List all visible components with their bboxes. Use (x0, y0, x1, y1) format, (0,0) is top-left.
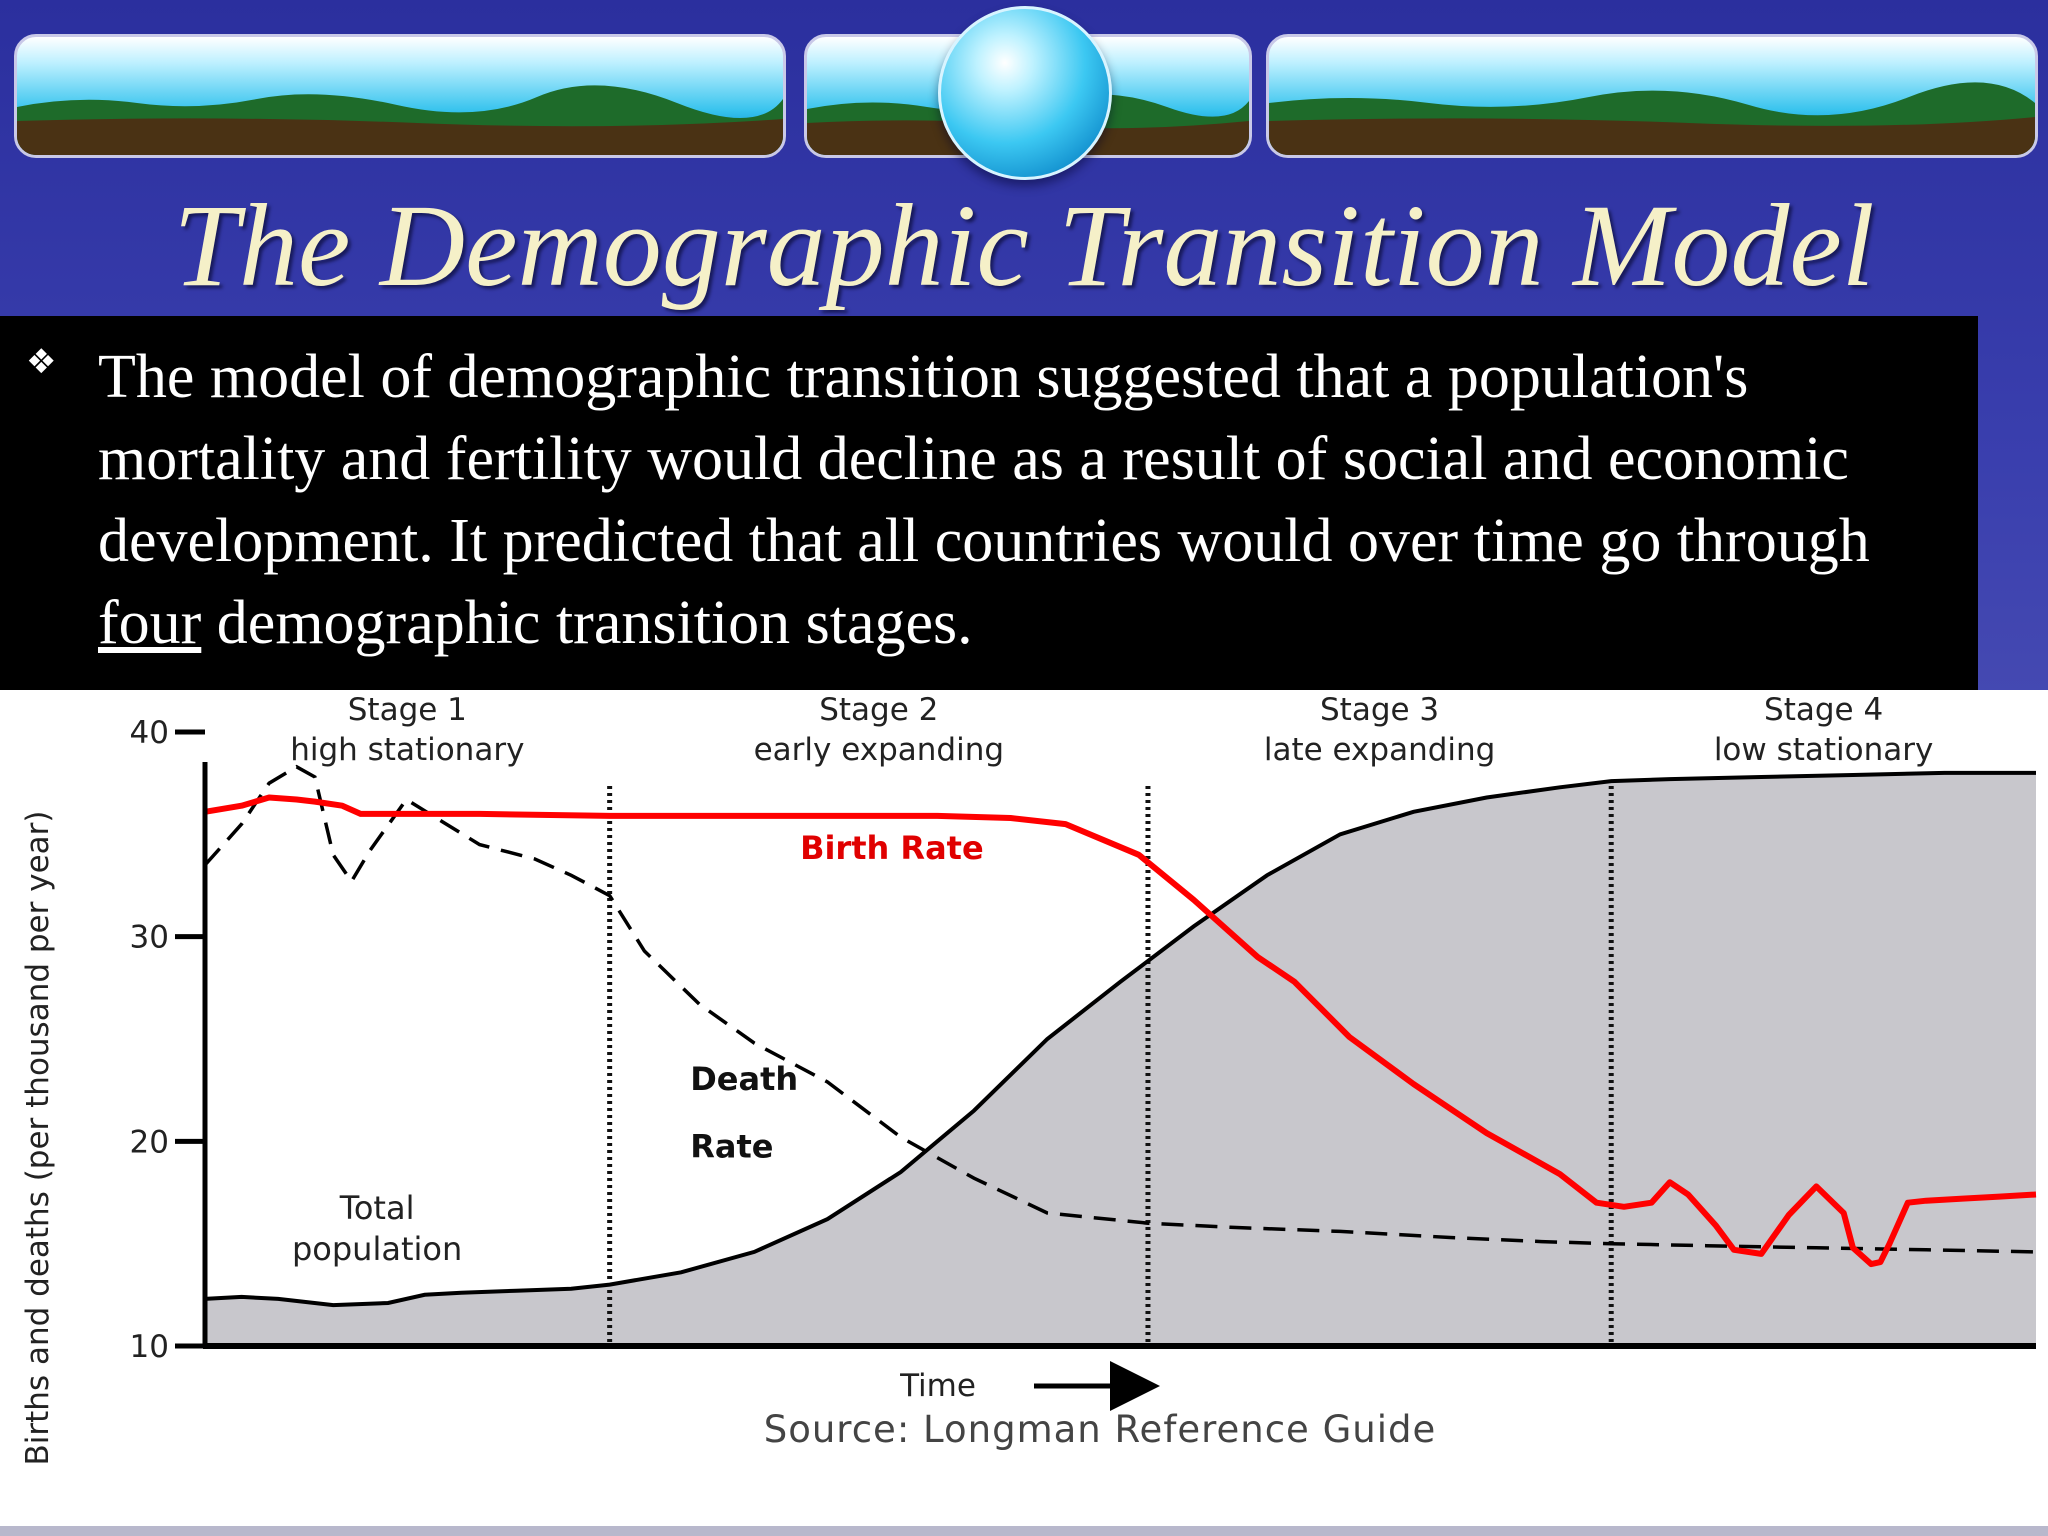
x-axis-label: Time (899, 1368, 976, 1404)
death-rate-line (203, 764, 2037, 1254)
bullet-text-start: The model of demographic transition sugg… (98, 343, 1870, 575)
population-label-2: population (292, 1230, 462, 1268)
birth-rate-line (204, 794, 2037, 1268)
y-tick-label: 20 (130, 1124, 169, 1160)
demographic-transition-chart: 10 20 30 40 Stage 1 high stationary Stage 2 ea… (20, 692, 2037, 1466)
chart-source: Source: Longman Reference Guide (764, 1408, 1437, 1451)
stage-3-subtitle: late expanding (1264, 732, 1496, 768)
bullet-emphasis: four (98, 589, 202, 657)
stage-4-subtitle: low stationary (1714, 732, 1934, 768)
stage-4-title: Stage 4 (1764, 692, 1883, 728)
bullet-diamond-icon: ❖ (26, 342, 57, 382)
population-label-1: Total (339, 1189, 415, 1227)
landscape-banner-left (14, 34, 786, 158)
bottom-divider (0, 1526, 2048, 1536)
slide-title: The Demographic Transition Model (173, 180, 1875, 311)
y-tick-label: 10 (130, 1329, 169, 1365)
stage-2-title: Stage 2 (819, 692, 938, 728)
population-line (204, 770, 2036, 1308)
y-tick-label: 30 (130, 920, 169, 956)
y-axis-label: Births and deaths (per thousand per year… (20, 811, 56, 1466)
stage-3-title: Stage 3 (1320, 692, 1439, 728)
chart-panel: 10 20 30 40 Stage 1 high stationary Stage 2 ea… (0, 690, 2048, 1526)
text-box (0, 316, 1978, 690)
bullet-paragraph: The model of demographic transition sugg… (98, 336, 1968, 664)
death-rate-label-1: Death (690, 1060, 798, 1098)
death-rate-label-2: Rate (690, 1128, 773, 1166)
stage-2-subtitle: early expanding (754, 732, 1004, 768)
y-tick-label: 40 (130, 715, 169, 751)
landscape-banner-right (1266, 34, 2038, 158)
population-area (205, 772, 2036, 1346)
stage-1-title: Stage 1 (348, 692, 467, 728)
bullet-text-end: demographic transition stages. (201, 589, 973, 657)
birth-rate-label: Birth Rate (800, 829, 984, 867)
globe-icon (938, 6, 1112, 180)
stage-1-subtitle: high stationary (290, 732, 524, 768)
